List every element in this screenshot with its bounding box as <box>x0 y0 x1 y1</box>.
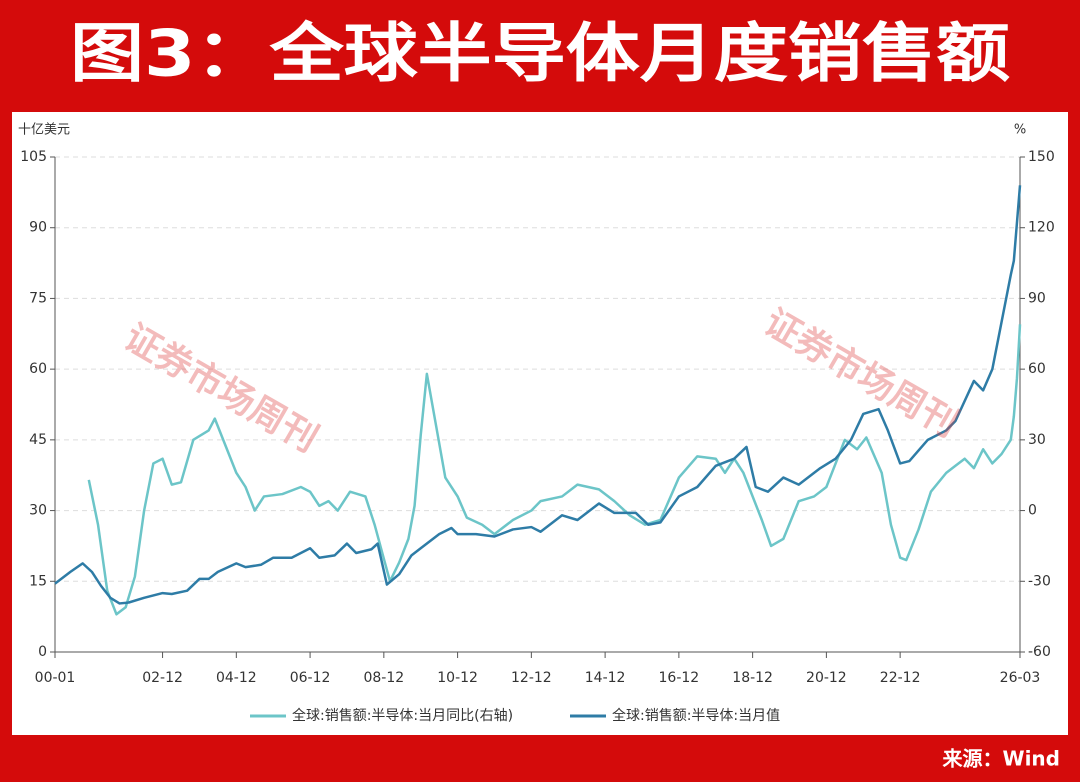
y-tick-label: 30 <box>29 503 47 519</box>
x-tick-label: 02-12 <box>142 670 183 686</box>
y-tick-label: 60 <box>29 361 47 377</box>
y2-tick-label: 30 <box>1028 432 1046 448</box>
x-tick-label: 14-12 <box>585 670 626 686</box>
x-tick-label: 22-12 <box>880 670 921 686</box>
legend-label: 全球:销售额:半导体:当月值 <box>612 707 780 724</box>
x-tick-label: 20-12 <box>806 670 847 686</box>
y-tick-label: 105 <box>20 149 47 165</box>
x-tick-label: 10-12 <box>437 670 478 686</box>
x-tick-label: 12-12 <box>511 670 552 686</box>
x-tick-label: 04-12 <box>216 670 257 686</box>
y-tick-label: 0 <box>38 644 47 660</box>
y-tick-label: 90 <box>29 220 47 236</box>
chart-panel <box>12 112 1068 735</box>
chart-title: 图3：全球半导体月度销售额 <box>70 18 1010 92</box>
x-tick-label: 06-12 <box>290 670 331 686</box>
y2-axis-label: % <box>1014 123 1026 138</box>
x-tick-label: 08-12 <box>363 670 404 686</box>
y2-tick-label: 60 <box>1028 361 1046 377</box>
legend-label: 全球:销售额:半导体:当月同比(右轴) <box>292 707 513 724</box>
y-tick-label: 45 <box>29 432 47 448</box>
y2-tick-label: 150 <box>1028 149 1055 165</box>
source: 来源：Wind <box>942 747 1060 771</box>
y2-tick-label: -30 <box>1028 573 1051 589</box>
x-tick-label: 26-03 <box>1000 670 1041 686</box>
series-line <box>54 185 1022 605</box>
x-tick-label: 18-12 <box>732 670 773 686</box>
y2-tick-label: 120 <box>1028 220 1055 236</box>
x-tick-label: 00-01 <box>35 670 76 686</box>
plot: 0 15 30 45 60 75 90 105 -60 -30 0 30 60 90 120 150 00-01… <box>20 149 1054 724</box>
y2-tick-label: 90 <box>1028 290 1046 306</box>
series-line <box>87 324 1022 616</box>
y2-tick-label: -60 <box>1028 644 1051 660</box>
y-axis-label: 十亿美元 <box>18 123 70 138</box>
y-tick-label: 15 <box>29 573 47 589</box>
y-tick-label: 75 <box>29 290 47 306</box>
y2-tick-label: 0 <box>1028 503 1037 519</box>
x-tick-label: 16-12 <box>659 670 700 686</box>
